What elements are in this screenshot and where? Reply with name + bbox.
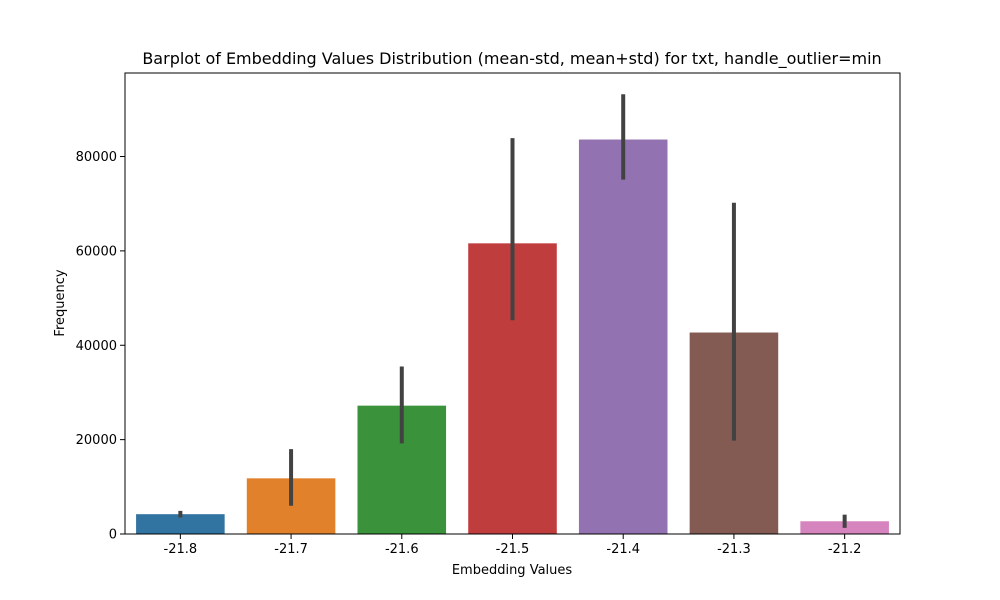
- bar--21.8: [136, 514, 225, 534]
- x-tick-label: -21.8: [164, 542, 198, 557]
- chart-title: Barplot of Embedding Values Distribution…: [142, 49, 881, 69]
- bar--21.4: [578, 139, 668, 534]
- y-tick-label: 20000: [76, 433, 117, 448]
- error-bars-layer: [178, 94, 847, 528]
- y-axis-ticks: 0 20000 40000 60000 80000: [76, 150, 125, 543]
- x-axis-label: Embedding Values: [452, 563, 573, 578]
- y-tick-label: 60000: [76, 244, 117, 259]
- x-tick-label: -21.5: [496, 542, 530, 557]
- x-tick-label: -21.3: [717, 542, 751, 557]
- y-tick-label: 40000: [76, 339, 117, 354]
- x-axis-ticks: -21.8 -21.7 -21.6 -21.5 -21.4 -21.3 -21.2: [164, 534, 862, 557]
- y-tick-label: 0: [109, 528, 117, 543]
- bars-layer: [136, 139, 889, 534]
- y-axis-label: Frequency: [53, 269, 68, 336]
- x-tick-label: -21.7: [274, 542, 308, 557]
- y-tick-label: 80000: [76, 150, 117, 165]
- x-tick-label: -21.6: [385, 542, 419, 557]
- x-tick-label: -21.4: [606, 542, 640, 557]
- x-tick-label: -21.2: [828, 542, 862, 557]
